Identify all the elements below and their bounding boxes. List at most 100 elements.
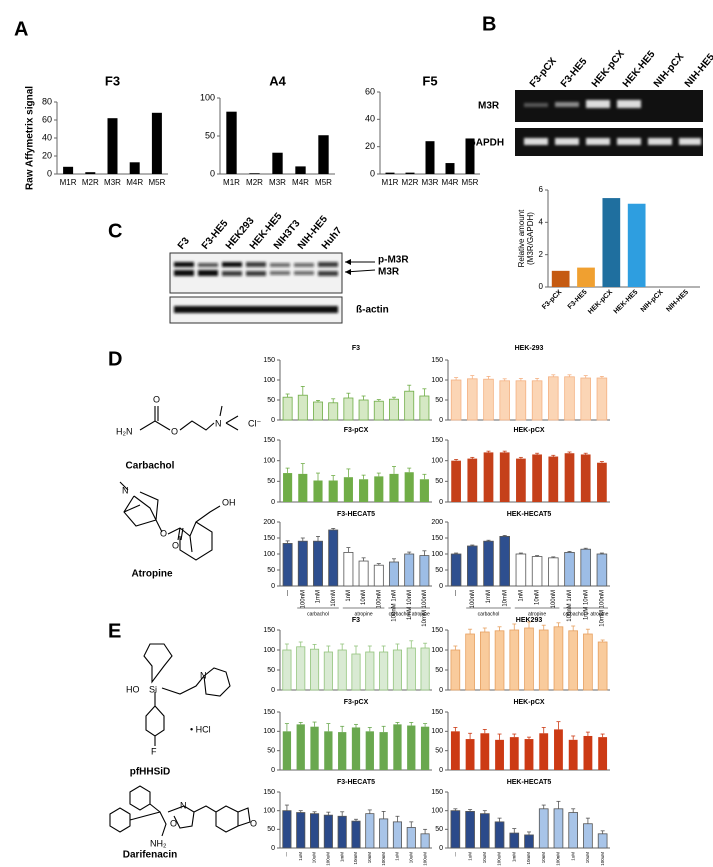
y-tick-label: 150 bbox=[431, 709, 443, 716]
bar bbox=[365, 651, 375, 691]
bar bbox=[385, 172, 395, 174]
bar bbox=[516, 458, 526, 502]
x-tick-label: — bbox=[454, 590, 460, 596]
x-tick-label: NIH-HE5 bbox=[665, 289, 690, 314]
bar bbox=[583, 633, 593, 691]
gel-band bbox=[174, 306, 338, 313]
bar bbox=[483, 452, 494, 502]
chart-title: F5 bbox=[422, 73, 437, 88]
x-tick-label: 1uM bbox=[570, 852, 575, 861]
y-tick-label: 0 bbox=[439, 583, 443, 590]
y-tick-label: 50 bbox=[435, 397, 443, 404]
x-tick-label: HEK-pCX bbox=[587, 289, 614, 316]
y-tick-label: 0 bbox=[439, 417, 443, 424]
bar bbox=[419, 479, 429, 502]
atom: N bbox=[200, 670, 207, 680]
bar bbox=[343, 552, 354, 587]
bar bbox=[580, 454, 591, 502]
gel-band bbox=[270, 271, 290, 275]
bar bbox=[499, 380, 510, 421]
molecule-name: Carbachol bbox=[126, 461, 175, 472]
gel-band bbox=[294, 263, 314, 267]
bar bbox=[392, 649, 402, 691]
bar bbox=[480, 733, 490, 770]
y-tick-label: 60 bbox=[365, 86, 375, 96]
bar bbox=[406, 647, 416, 691]
atom: N bbox=[180, 800, 187, 810]
y-tick-label: 100 bbox=[263, 728, 275, 735]
bar bbox=[392, 821, 402, 849]
bar bbox=[532, 454, 542, 502]
bar bbox=[479, 631, 490, 691]
y-tick-label: 100 bbox=[263, 458, 275, 465]
bar bbox=[515, 380, 527, 421]
bar bbox=[296, 646, 306, 691]
atom: O bbox=[172, 540, 179, 550]
bar bbox=[296, 724, 305, 770]
x-tick-label: 1mM 10nM bbox=[407, 590, 413, 620]
molecule-name: Darifenacin bbox=[123, 850, 177, 861]
y-tick-label: 0 bbox=[370, 168, 375, 178]
bar bbox=[515, 553, 527, 587]
x-tick-label: M1R bbox=[60, 178, 77, 187]
x-tick-label: M4R bbox=[126, 178, 143, 187]
y-tick-label: 4 bbox=[539, 217, 544, 226]
x-tick-label: M4R bbox=[292, 178, 309, 187]
bar bbox=[313, 401, 323, 421]
gel-band bbox=[617, 100, 641, 108]
bar bbox=[483, 540, 494, 587]
bar bbox=[313, 480, 323, 502]
chart-title: HEK-293 bbox=[515, 345, 544, 352]
y-tick-label: 60 bbox=[42, 114, 52, 124]
y-tick-label: 150 bbox=[263, 437, 275, 444]
x-tick-label: 10mM bbox=[353, 852, 358, 865]
bar bbox=[450, 553, 462, 587]
y-tick-label: 50 bbox=[435, 826, 443, 833]
y-tick-label: 40 bbox=[365, 114, 375, 124]
bar bbox=[538, 629, 549, 691]
x-tick-label: 1mM bbox=[486, 590, 492, 603]
gel-b: M3R GAPDH bbox=[468, 90, 703, 156]
x-tick-label: M5R bbox=[462, 178, 479, 187]
bar bbox=[465, 739, 475, 770]
atom: NH₂ bbox=[150, 838, 167, 848]
y-tick-label: 150 bbox=[263, 627, 275, 634]
y-tick-label: 50 bbox=[267, 397, 275, 404]
x-tick-label: 1nM bbox=[518, 590, 524, 602]
bar bbox=[337, 815, 347, 849]
bar bbox=[282, 396, 293, 421]
x-tick-label: 10nM bbox=[367, 852, 372, 864]
gel-column-label: Huh7 bbox=[320, 225, 345, 252]
x-tick-label: M4R bbox=[442, 178, 459, 187]
group-label: atropine bbox=[528, 611, 546, 617]
bar bbox=[379, 651, 389, 691]
bar bbox=[389, 561, 399, 587]
bar bbox=[531, 556, 543, 587]
y-tick-label: 150 bbox=[431, 789, 443, 796]
x-tick-label: 100nM 1nM bbox=[392, 590, 398, 622]
bar bbox=[406, 827, 416, 849]
x-tick-label: 10uM bbox=[312, 852, 317, 864]
bar bbox=[509, 737, 519, 770]
atom: O bbox=[250, 818, 257, 828]
gel-band bbox=[174, 270, 194, 276]
gel-band bbox=[246, 262, 266, 267]
bar bbox=[283, 473, 293, 502]
bar bbox=[226, 111, 237, 174]
bar bbox=[337, 649, 347, 691]
gel-band bbox=[198, 263, 218, 267]
bar bbox=[404, 553, 415, 587]
bar bbox=[553, 626, 564, 691]
chart-title: HEK293 bbox=[516, 617, 543, 624]
atom: N bbox=[122, 485, 129, 495]
bar bbox=[338, 732, 347, 770]
atom: F bbox=[151, 746, 157, 756]
y-tick-label: 150 bbox=[263, 789, 275, 796]
atom: O bbox=[170, 818, 177, 828]
y-tick-label: 100 bbox=[200, 92, 215, 102]
gel-column-label: F3-pCX bbox=[528, 55, 559, 89]
bar bbox=[393, 724, 402, 770]
y-tick-label: 100 bbox=[431, 551, 443, 558]
group-label: carbachol atropine bbox=[389, 611, 430, 617]
y-tick-label: 150 bbox=[263, 709, 275, 716]
